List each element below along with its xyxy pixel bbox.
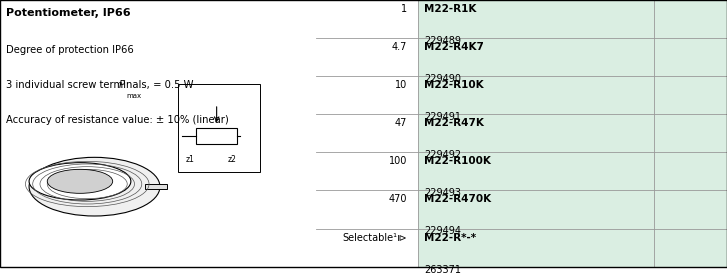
Circle shape xyxy=(47,169,113,193)
Bar xyxy=(654,0,727,267)
Text: M22-R4K7: M22-R4K7 xyxy=(424,42,483,52)
Text: 100: 100 xyxy=(389,156,407,166)
Text: M22-R470K: M22-R470K xyxy=(424,194,491,205)
Text: max: max xyxy=(126,93,142,99)
Text: 1: 1 xyxy=(401,4,407,14)
Text: M22-R100K: M22-R100K xyxy=(424,156,491,166)
Text: Potentiometer, IP66: Potentiometer, IP66 xyxy=(6,8,130,18)
Text: Selectable¹⧐: Selectable¹⧐ xyxy=(342,233,407,243)
Text: 229489: 229489 xyxy=(424,36,461,46)
Text: = 0.5 W: = 0.5 W xyxy=(150,80,193,90)
Text: M22-R1K: M22-R1K xyxy=(424,4,476,14)
Text: P: P xyxy=(119,80,124,90)
Text: z1: z1 xyxy=(185,155,195,164)
Text: 10: 10 xyxy=(395,80,407,90)
Text: Accuracy of resistance value: ± 10% (linear): Accuracy of resistance value: ± 10% (lin… xyxy=(6,115,228,125)
Text: M22-R*-*: M22-R*-* xyxy=(424,233,476,243)
Bar xyxy=(178,84,260,172)
Ellipse shape xyxy=(29,157,160,216)
Text: 263371: 263371 xyxy=(424,265,461,274)
Text: M22-R47K: M22-R47K xyxy=(424,118,483,128)
Text: 229494: 229494 xyxy=(424,227,461,236)
Text: 3 individual screw terminals,: 3 individual screw terminals, xyxy=(6,80,153,90)
Bar xyxy=(145,184,167,189)
Text: 229492: 229492 xyxy=(424,150,461,160)
Text: 229493: 229493 xyxy=(424,188,461,198)
Text: z2: z2 xyxy=(228,155,236,164)
Text: 229490: 229490 xyxy=(424,74,461,84)
Text: 47: 47 xyxy=(395,118,407,128)
Text: 229491: 229491 xyxy=(424,112,461,122)
Bar xyxy=(196,128,237,144)
Text: 4.7: 4.7 xyxy=(392,42,407,52)
Text: Degree of protection IP66: Degree of protection IP66 xyxy=(6,45,134,55)
Bar xyxy=(418,0,727,267)
Text: 470: 470 xyxy=(389,194,407,205)
Circle shape xyxy=(29,163,131,200)
Text: M22-R10K: M22-R10K xyxy=(424,80,483,90)
